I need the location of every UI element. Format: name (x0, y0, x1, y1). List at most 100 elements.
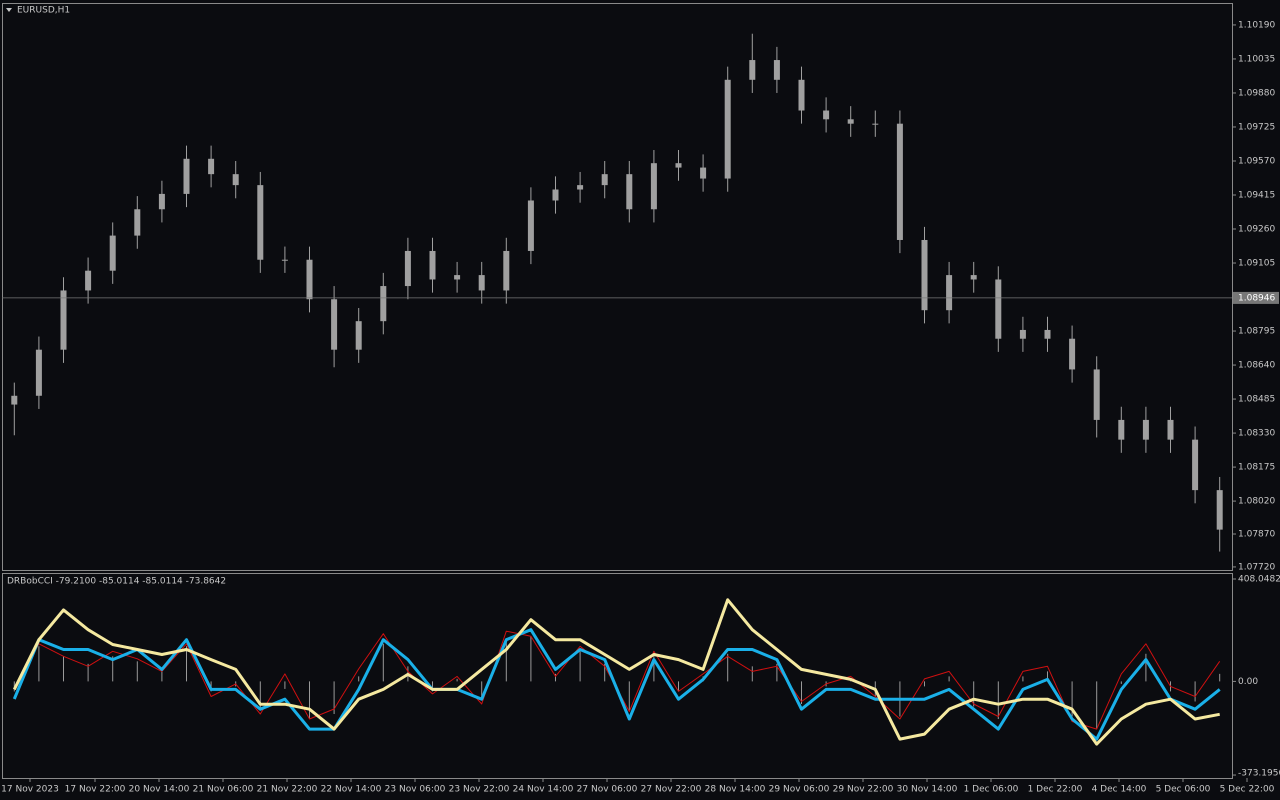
x-tick-label: 27 Nov 22:00 (641, 785, 702, 795)
candle-body (724, 79, 731, 179)
x-tick-label: 24 Nov 14:00 (513, 785, 574, 795)
x-tick-label: 5 Dec 22:00 (1220, 785, 1275, 795)
symbol-title: EURUSD,H1 (17, 6, 70, 16)
x-tick-label: 28 Nov 14:00 (705, 785, 766, 795)
candle-body (626, 174, 633, 210)
y-tick-label: 1.07870 (1238, 530, 1275, 540)
y-tick-label: 1.10035 (1238, 54, 1275, 64)
current-price-box (1233, 291, 1279, 304)
candle-body (823, 110, 830, 120)
x-tick-label: 30 Nov 14:00 (897, 785, 958, 795)
candle-body (577, 185, 584, 190)
candle-body (1167, 419, 1174, 440)
candle-body (158, 193, 165, 210)
current-price-label: 1.08946 (1238, 293, 1275, 303)
y-tick-label: 1.09260 (1238, 225, 1275, 235)
candle-body (11, 395, 18, 405)
candle-body (847, 119, 854, 124)
indicator-line (12, 628, 1221, 741)
candle-body (355, 321, 362, 350)
candle-body (331, 299, 338, 350)
candle-body (601, 174, 608, 186)
candle-body (650, 163, 657, 210)
x-tick-label: 4 Dec 14:00 (1092, 785, 1147, 795)
candle-body (1069, 338, 1076, 370)
candle-body (35, 349, 42, 396)
candle-body (281, 259, 288, 261)
y-tick-label: 1.09105 (1238, 259, 1275, 269)
x-tick-label: 5 Dec 06:00 (1156, 785, 1211, 795)
candle-body (527, 200, 534, 251)
x-tick-label: 29 Nov 22:00 (833, 785, 894, 795)
indicator-title: DRBobCCI -79.2100 -85.0114 -85.0114 -73.… (7, 577, 226, 587)
candle-body (675, 163, 682, 168)
x-tick-label: 22 Nov 14:00 (321, 785, 382, 795)
candle-body (1044, 329, 1051, 339)
candle-body (1216, 490, 1223, 530)
candle-body (478, 275, 485, 291)
menu-arrow[interactable] (6, 8, 12, 12)
y-tick-label: 1.07720 (1238, 562, 1275, 572)
y-tick-label: 1.09725 (1238, 122, 1275, 132)
candle-body (1019, 329, 1026, 339)
y-tick-label: 1.08485 (1238, 395, 1275, 405)
indicator-pane (2, 573, 1233, 779)
candle-body (946, 275, 953, 311)
candle-body (306, 259, 313, 300)
candle-body (970, 275, 977, 280)
candle-body (60, 290, 67, 350)
candle-body (503, 250, 510, 291)
x-tick-label: 20 Nov 14:00 (129, 785, 190, 795)
candle-body (798, 79, 805, 111)
candle-body (921, 239, 928, 311)
y-tick-label: 1.08640 (1238, 361, 1275, 371)
x-tick-label: 23 Nov 22:00 (449, 785, 510, 795)
y-tick-label: 1.09880 (1238, 88, 1275, 98)
y-tick-label: 1.10190 (1238, 20, 1275, 30)
y-tick-label: 408.0482 (1238, 575, 1280, 585)
candle-body (1192, 439, 1199, 491)
price-pane (2, 3, 1233, 571)
candle-body (404, 250, 411, 287)
x-tick-label: 1 Dec 22:00 (1028, 785, 1083, 795)
y-tick-label: 1.08020 (1238, 497, 1275, 507)
x-tick-label: 17 Nov 2023 (1, 785, 59, 795)
candle-body (995, 279, 1002, 339)
indicator-line (12, 598, 1220, 746)
candle-body (773, 60, 780, 80)
y-tick-label: 0.00 (1238, 677, 1258, 687)
x-tick-label: 29 Nov 06:00 (769, 785, 830, 795)
x-tick-label: 17 Nov 22:00 (65, 785, 126, 795)
candle-body (552, 189, 559, 201)
candle-body (109, 235, 116, 271)
candle-body (700, 167, 707, 179)
y-tick-label: 1.09570 (1238, 156, 1275, 166)
candle-body (872, 123, 879, 125)
candle-body (257, 185, 264, 260)
candle-body (232, 174, 239, 186)
candle-body (380, 286, 387, 322)
y-tick-label: 1.09415 (1238, 190, 1275, 200)
x-tick-label: 23 Nov 06:00 (385, 785, 446, 795)
candle-body (1118, 419, 1125, 440)
x-tick-label: 21 Nov 22:00 (257, 785, 318, 795)
candle-body (1093, 369, 1100, 420)
candle-body (183, 158, 190, 194)
candle-body (134, 209, 141, 236)
y-tick-label: 1.08795 (1238, 327, 1275, 337)
candle-body (896, 123, 903, 240)
candle-body (1142, 419, 1149, 440)
candle-body (749, 60, 756, 80)
candle-body (208, 158, 215, 175)
y-tick-label: 1.08175 (1238, 463, 1275, 473)
x-tick-label: 1 Dec 06:00 (964, 785, 1019, 795)
x-tick-label: 27 Nov 06:00 (577, 785, 638, 795)
x-tick-label: 21 Nov 06:00 (193, 785, 254, 795)
y-tick-label: -373.1956 (1238, 769, 1280, 779)
candle-body (454, 275, 461, 280)
y-tick-label: 1.08330 (1238, 429, 1275, 439)
candle-body (85, 270, 92, 291)
